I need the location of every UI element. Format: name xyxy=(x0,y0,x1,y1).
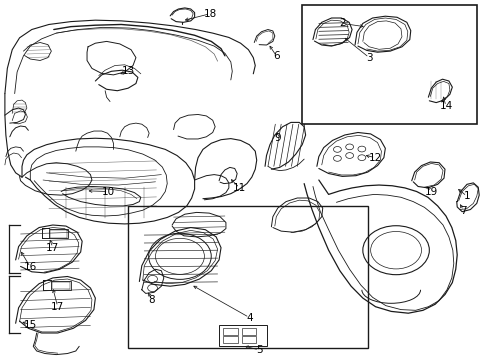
Bar xyxy=(219,325,266,346)
Bar xyxy=(241,336,256,343)
Bar xyxy=(52,282,70,289)
Text: 4: 4 xyxy=(245,312,252,323)
Text: 9: 9 xyxy=(274,132,281,143)
Bar xyxy=(51,281,71,290)
Bar xyxy=(223,336,237,343)
Bar xyxy=(128,206,367,348)
Text: 17: 17 xyxy=(51,302,64,312)
Text: 17: 17 xyxy=(46,243,60,253)
Text: 8: 8 xyxy=(148,294,155,305)
Bar xyxy=(241,328,256,335)
Text: 14: 14 xyxy=(438,101,452,111)
Text: 12: 12 xyxy=(368,153,382,163)
Text: 2: 2 xyxy=(338,18,345,28)
Text: 10: 10 xyxy=(102,186,115,197)
Text: 15: 15 xyxy=(23,320,37,330)
Bar xyxy=(49,229,68,238)
Text: 13: 13 xyxy=(121,66,135,76)
Text: 5: 5 xyxy=(255,345,262,355)
Text: 6: 6 xyxy=(272,51,279,61)
Bar xyxy=(223,328,237,335)
Bar xyxy=(302,5,476,124)
Text: 16: 16 xyxy=(23,262,37,272)
Bar xyxy=(50,230,67,238)
Text: 7: 7 xyxy=(459,206,466,216)
Text: 1: 1 xyxy=(463,191,469,201)
Text: 11: 11 xyxy=(232,183,246,193)
Text: 18: 18 xyxy=(203,9,217,19)
Text: 3: 3 xyxy=(365,53,372,63)
Text: 19: 19 xyxy=(424,186,437,197)
